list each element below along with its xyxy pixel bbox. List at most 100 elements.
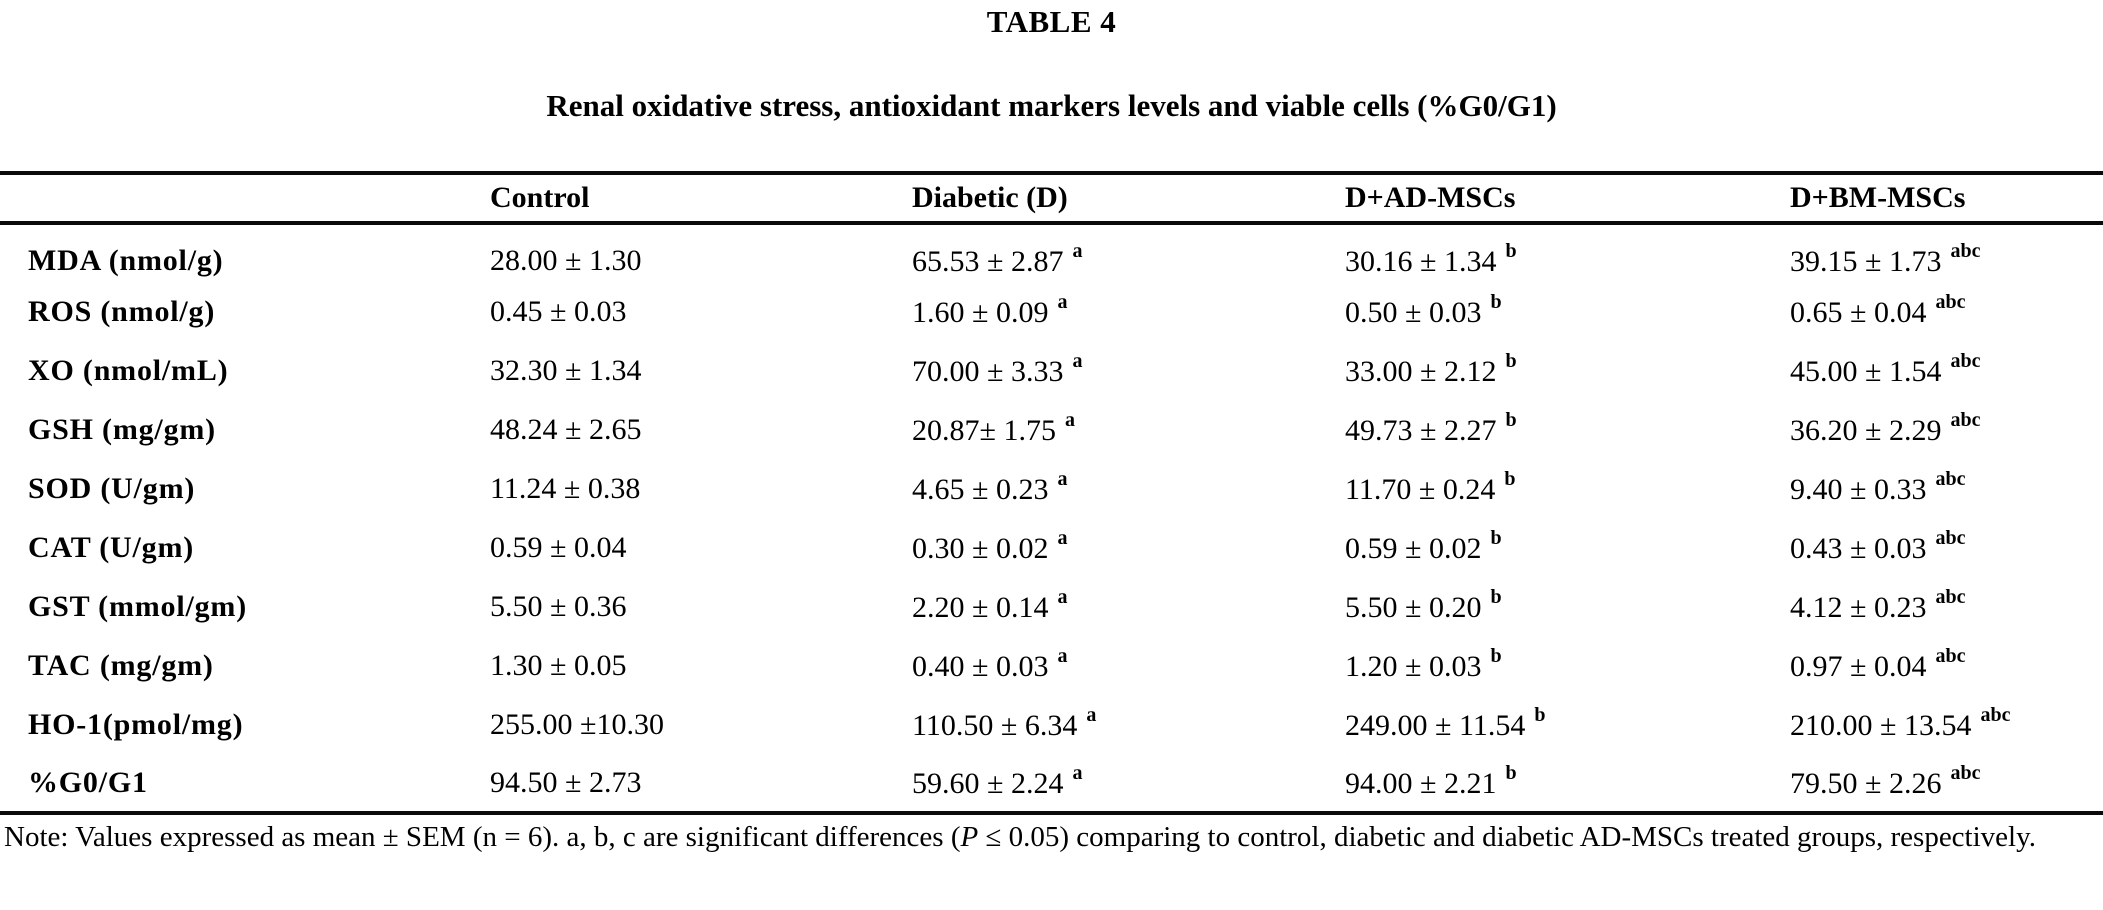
table-row: TAC (mg/gm) 1.30 ± 0.05 0.40 ± 0.03 a 1.2…	[0, 636, 2103, 695]
significance-superscript: b	[1505, 349, 1517, 372]
significance-superscript: a	[1086, 703, 1097, 726]
row-label: SOD (U/gm)	[28, 471, 196, 505]
cell-bm-mscs: 210.00 ± 13.54 abc	[1790, 695, 2103, 754]
column-header-ad-mscs: D+AD-MSCs	[1345, 173, 1790, 225]
table-row: SOD (U/gm) 11.24 ± 0.38 4.65 ± 0.23 a 11.…	[0, 459, 2103, 518]
row-label: XO (nmol/mL)	[28, 353, 229, 387]
significance-superscript: a	[1072, 761, 1083, 784]
cell-diabetic: 0.40 ± 0.03 a	[912, 636, 1345, 695]
cell-value: 4.12 ± 0.23	[1790, 590, 1927, 624]
cell-value: 0.45 ± 0.03	[490, 294, 627, 328]
significance-superscript: abc	[1935, 644, 1966, 667]
cell-value: 39.15 ± 1.73	[1790, 244, 1942, 278]
cell-bm-mscs: 79.50 ± 2.26 abc	[1790, 754, 2103, 815]
cell-bm-mscs: 0.43 ± 0.03 abc	[1790, 518, 2103, 577]
cell-ad-mscs: 5.50 ± 0.20 b	[1345, 577, 1790, 636]
cell-control: 94.50 ± 2.73	[490, 754, 912, 815]
cell-value: 5.50 ± 0.36	[490, 589, 627, 623]
row-label: %G0/G1	[0, 754, 490, 815]
cell-ad-mscs: 94.00 ± 2.21 b	[1345, 754, 1790, 815]
cell-value: 5.50 ± 0.20	[1345, 590, 1482, 624]
cell-value: 11.70 ± 0.24	[1345, 472, 1496, 506]
cell-value: 249.00 ± 11.54	[1345, 708, 1526, 742]
table-note: Note: Values expressed as mean ± SEM (n …	[0, 820, 2103, 854]
row-label: GST (mmol/gm)	[28, 589, 248, 623]
table-label: TABLE 4	[986, 4, 1117, 39]
significance-superscript: b	[1505, 239, 1517, 262]
significance-superscript: abc	[1935, 526, 1966, 549]
cell-value: 45.00 ± 1.54	[1790, 354, 1942, 388]
cell-value: 59.60 ± 2.24	[912, 766, 1064, 800]
cell-control: 0.45 ± 0.03	[490, 282, 912, 341]
cell-bm-mscs: 0.97 ± 0.04 abc	[1790, 636, 2103, 695]
cell-diabetic: 20.87± 1.75 a	[912, 400, 1345, 459]
significance-superscript: b	[1490, 585, 1502, 608]
cell-value: 49.73 ± 2.27	[1345, 413, 1497, 447]
cell-value: 32.30 ± 1.34	[490, 353, 642, 387]
cell-ad-mscs: 11.70 ± 0.24 b	[1345, 459, 1790, 518]
cell-value: 0.97 ± 0.04	[1790, 649, 1927, 683]
cell-value: 11.24 ± 0.38	[490, 471, 641, 505]
cell-value: 20.87± 1.75	[912, 413, 1056, 447]
cell-value: 1.30 ± 0.05	[490, 648, 627, 682]
column-header-diabetic: Diabetic (D)	[912, 173, 1345, 225]
cell-control: 0.59 ± 0.04	[490, 518, 912, 577]
cell-diabetic: 1.60 ± 0.09 a	[912, 282, 1345, 341]
significance-superscript: abc	[1950, 408, 1981, 431]
significance-superscript: b	[1504, 467, 1516, 490]
significance-superscript: a	[1057, 585, 1068, 608]
table-row: MDA (nmol/g) 28.00 ± 1.30 65.53 ± 2.87 a …	[0, 223, 2103, 282]
cell-bm-mscs: 39.15 ± 1.73 abc	[1790, 223, 2103, 282]
significance-superscript: b	[1490, 526, 1502, 549]
cell-value: 0.30 ± 0.02	[912, 531, 1049, 565]
cell-bm-mscs: 45.00 ± 1.54 abc	[1790, 341, 2103, 400]
cell-ad-mscs: 49.73 ± 2.27 b	[1345, 400, 1790, 459]
cell-value: 94.50 ± 2.73	[490, 765, 642, 799]
cell-value: 0.65 ± 0.04	[1790, 295, 1927, 329]
significance-superscript: abc	[1935, 585, 1966, 608]
cell-value: 0.43 ± 0.03	[1790, 531, 1927, 565]
cell-value: 36.20 ± 2.29	[1790, 413, 1942, 447]
cell-value: 30.16 ± 1.34	[1345, 244, 1497, 278]
cell-value: 210.00 ± 13.54	[1790, 708, 1972, 742]
note-text-continued: ≤ 0.05) comparing to control, diabetic a…	[978, 821, 2036, 853]
significance-superscript: abc	[1935, 290, 1966, 313]
cell-ad-mscs: 30.16 ± 1.34 b	[1345, 223, 1790, 282]
cell-diabetic: 4.65 ± 0.23 a	[912, 459, 1345, 518]
cell-value: 48.24 ± 2.65	[490, 412, 642, 446]
cell-value: 33.00 ± 2.12	[1345, 354, 1497, 388]
note-text: Note: Values expressed as mean ± SEM (n …	[4, 821, 961, 853]
data-table: Control Diabetic (D) D+AD-MSCs D+BM-MSCs…	[0, 171, 2103, 815]
cell-diabetic: 70.00 ± 3.33 a	[912, 341, 1345, 400]
significance-superscript: a	[1057, 644, 1068, 667]
cell-control: 11.24 ± 0.38	[490, 459, 912, 518]
cell-value: 65.53 ± 2.87	[912, 244, 1064, 278]
note-p-italic: P	[960, 821, 979, 853]
row-label: TAC (mg/gm)	[28, 648, 214, 682]
significance-superscript: abc	[1950, 349, 1981, 372]
table-row: GSH (mg/gm) 48.24 ± 2.65 20.87± 1.75 a 49…	[0, 400, 2103, 459]
cell-diabetic: 59.60 ± 2.24 a	[912, 754, 1345, 815]
significance-superscript: a	[1072, 349, 1083, 372]
significance-superscript: b	[1505, 761, 1517, 784]
cell-bm-mscs: 36.20 ± 2.29 abc	[1790, 400, 2103, 459]
significance-superscript: abc	[1950, 761, 1981, 784]
column-header-bm-mscs: D+BM-MSCs	[1790, 173, 2103, 225]
cell-value: 1.20 ± 0.03	[1345, 649, 1482, 683]
row-label: GSH (mg/gm)	[28, 412, 216, 446]
cell-value: 255.00 ±10.30	[490, 707, 664, 741]
row-label: ROS (nmol/g)	[28, 294, 216, 328]
significance-superscript: abc	[1950, 239, 1981, 262]
table-row: HO-1(pmol/mg) 255.00 ±10.30 110.50 ± 6.3…	[0, 695, 2103, 754]
cell-value: 70.00 ± 3.33	[912, 354, 1064, 388]
cell-diabetic: 65.53 ± 2.87 a	[912, 223, 1345, 282]
cell-value: 0.59 ± 0.02	[1345, 531, 1482, 565]
cell-value: 28.00 ± 1.30	[490, 243, 642, 277]
cell-bm-mscs: 4.12 ± 0.23 abc	[1790, 577, 2103, 636]
significance-superscript: abc	[1935, 467, 1966, 490]
cell-ad-mscs: 33.00 ± 2.12 b	[1345, 341, 1790, 400]
row-label: HO-1(pmol/mg)	[28, 707, 244, 741]
cell-control: 255.00 ±10.30	[490, 695, 912, 754]
cell-ad-mscs: 249.00 ± 11.54 b	[1345, 695, 1790, 754]
table-caption: Renal oxidative stress, antioxidant mark…	[546, 88, 1557, 123]
